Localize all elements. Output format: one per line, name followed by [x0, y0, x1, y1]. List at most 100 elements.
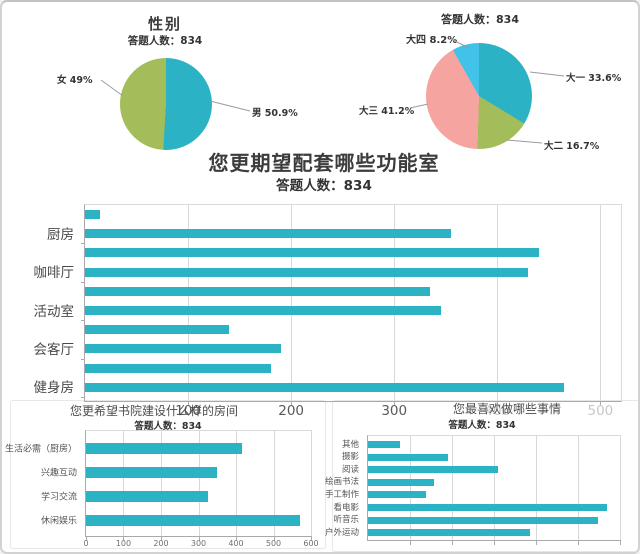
x-tick-label: 400: [228, 539, 244, 548]
construction-bar-plot: 0 100 200 300 400 500 600: [83, 430, 319, 548]
leader-line-female: [100, 79, 124, 97]
x-axis-tick: [452, 540, 453, 545]
bar: [85, 344, 281, 354]
category-label: 听音乐: [333, 515, 359, 526]
category-label: 生活必需（厨房）: [4, 444, 77, 454]
gridline: [123, 431, 125, 536]
x-tick-label: 400: [484, 403, 511, 419]
category-label: 其他: [341, 439, 359, 450]
pie-slice-label-female: 女 49%: [57, 75, 93, 86]
x-axis-tick: [273, 536, 275, 541]
gridline: [198, 431, 200, 536]
x-axis-tick: [235, 536, 237, 541]
gridline: [291, 205, 293, 401]
bar: [368, 466, 499, 474]
x-axis-tick: [198, 536, 200, 541]
hobby-bar-plot: [367, 435, 621, 545]
category-label: 会客厅: [33, 341, 75, 358]
category-label: 兴趣互动: [40, 468, 77, 478]
y-axis-tick: [81, 243, 85, 245]
x-tick-label: 100: [115, 539, 132, 548]
bar: [368, 453, 448, 461]
construction-respondents-count: 答题人数：834: [134, 421, 202, 432]
facility-bar-plot: 100 200 300 400 500: [81, 204, 622, 419]
x-axis-tick: [497, 401, 499, 406]
gender-respondents-count: 答题人数：834: [127, 35, 203, 47]
x-axis-tick: [291, 401, 293, 406]
bar: [85, 363, 271, 373]
category-label: 手工制作: [324, 489, 359, 500]
pie-slice-label-senior: 大四 8.2%: [406, 35, 458, 46]
gridline: [578, 436, 579, 540]
pie-slice-label-junior: 大三 41.2%: [359, 106, 415, 117]
bar: [86, 467, 218, 478]
category-label: 休闲娱乐: [40, 516, 77, 526]
x-axis-tick: [160, 536, 162, 541]
leader-line-freshman: [529, 71, 565, 77]
hobby-category-axis: 其他 摄影 阅读 绘画书法 手工制作 看电影 听音乐 户外运动: [302, 435, 363, 539]
category-label: 学习交流: [40, 492, 77, 502]
category-label: 绘画书法: [324, 477, 359, 488]
construction-chart-panel: [10, 400, 326, 549]
x-axis-tick: [410, 540, 411, 545]
gridline: [620, 436, 621, 540]
x-axis-tick: [86, 536, 87, 541]
bar: [85, 382, 565, 392]
gridline: [188, 205, 190, 401]
gridline: [600, 205, 602, 401]
bar: [85, 210, 101, 219]
x-axis-tick: [188, 401, 190, 406]
bar: [85, 325, 230, 335]
gridline: [536, 436, 537, 540]
y-axis-tick: [81, 358, 85, 360]
leader-line-sophomore: [505, 139, 543, 144]
gridline: [497, 205, 499, 401]
bar: [368, 529, 531, 537]
facility-category-axis: 厨房咖啡厅活动室会客厅健身房: [2, 204, 78, 400]
bar: [85, 306, 441, 315]
pie-slice-label-male: 男 50.9%: [252, 108, 298, 119]
bar: [368, 478, 434, 486]
bar: [85, 267, 529, 277]
category-label: 看电影: [333, 502, 359, 513]
x-tick-label: 300: [381, 403, 408, 419]
category-label: 活动室: [33, 303, 75, 320]
bar: [86, 515, 300, 526]
x-axis-tick: [311, 536, 312, 541]
bar: [85, 248, 539, 258]
bar: [368, 516, 599, 524]
pie-slice-label-sophomore: 大二 16.7%: [544, 141, 600, 152]
grade-pie: [426, 43, 532, 149]
gridline: [452, 436, 453, 540]
pie-slice-label-freshman: 大一 33.6%: [566, 73, 622, 84]
x-axis-tick: [600, 401, 602, 406]
gender-pie: [120, 58, 212, 150]
y-axis-tick: [81, 396, 85, 398]
x-tick-label: 200: [278, 403, 305, 419]
construction-category-axis: 生活必需（厨房） 兴趣互动学习交流休闲娱乐: [4, 430, 81, 535]
gridline: [410, 436, 411, 540]
category-label: 咖啡厅: [33, 265, 75, 282]
category-label: 阅读: [341, 464, 359, 475]
bar: [85, 286, 431, 296]
bar: [368, 441, 400, 448]
category-label: 健身房: [33, 380, 75, 397]
x-axis-tick: [578, 540, 579, 545]
category-label: 厨房: [47, 226, 74, 243]
leader-line-male: [209, 100, 251, 112]
gridline: [160, 431, 162, 536]
category-label: 户外运动: [324, 527, 359, 538]
x-tick-label: 600: [303, 539, 319, 548]
gridline: [311, 431, 312, 536]
gridline: [273, 431, 275, 536]
x-tick-label: 500: [587, 403, 614, 419]
bar: [368, 491, 426, 499]
x-tick-label: 300: [190, 539, 207, 548]
hobby-chart-title: 您最喜欢做哪些事情: [452, 402, 562, 416]
gender-chart-title: 性别: [147, 15, 183, 33]
x-tick-label: 200: [153, 539, 169, 548]
y-axis-tick: [81, 320, 85, 322]
y-axis-tick: [81, 281, 85, 283]
x-tick-label: 0: [83, 539, 89, 548]
